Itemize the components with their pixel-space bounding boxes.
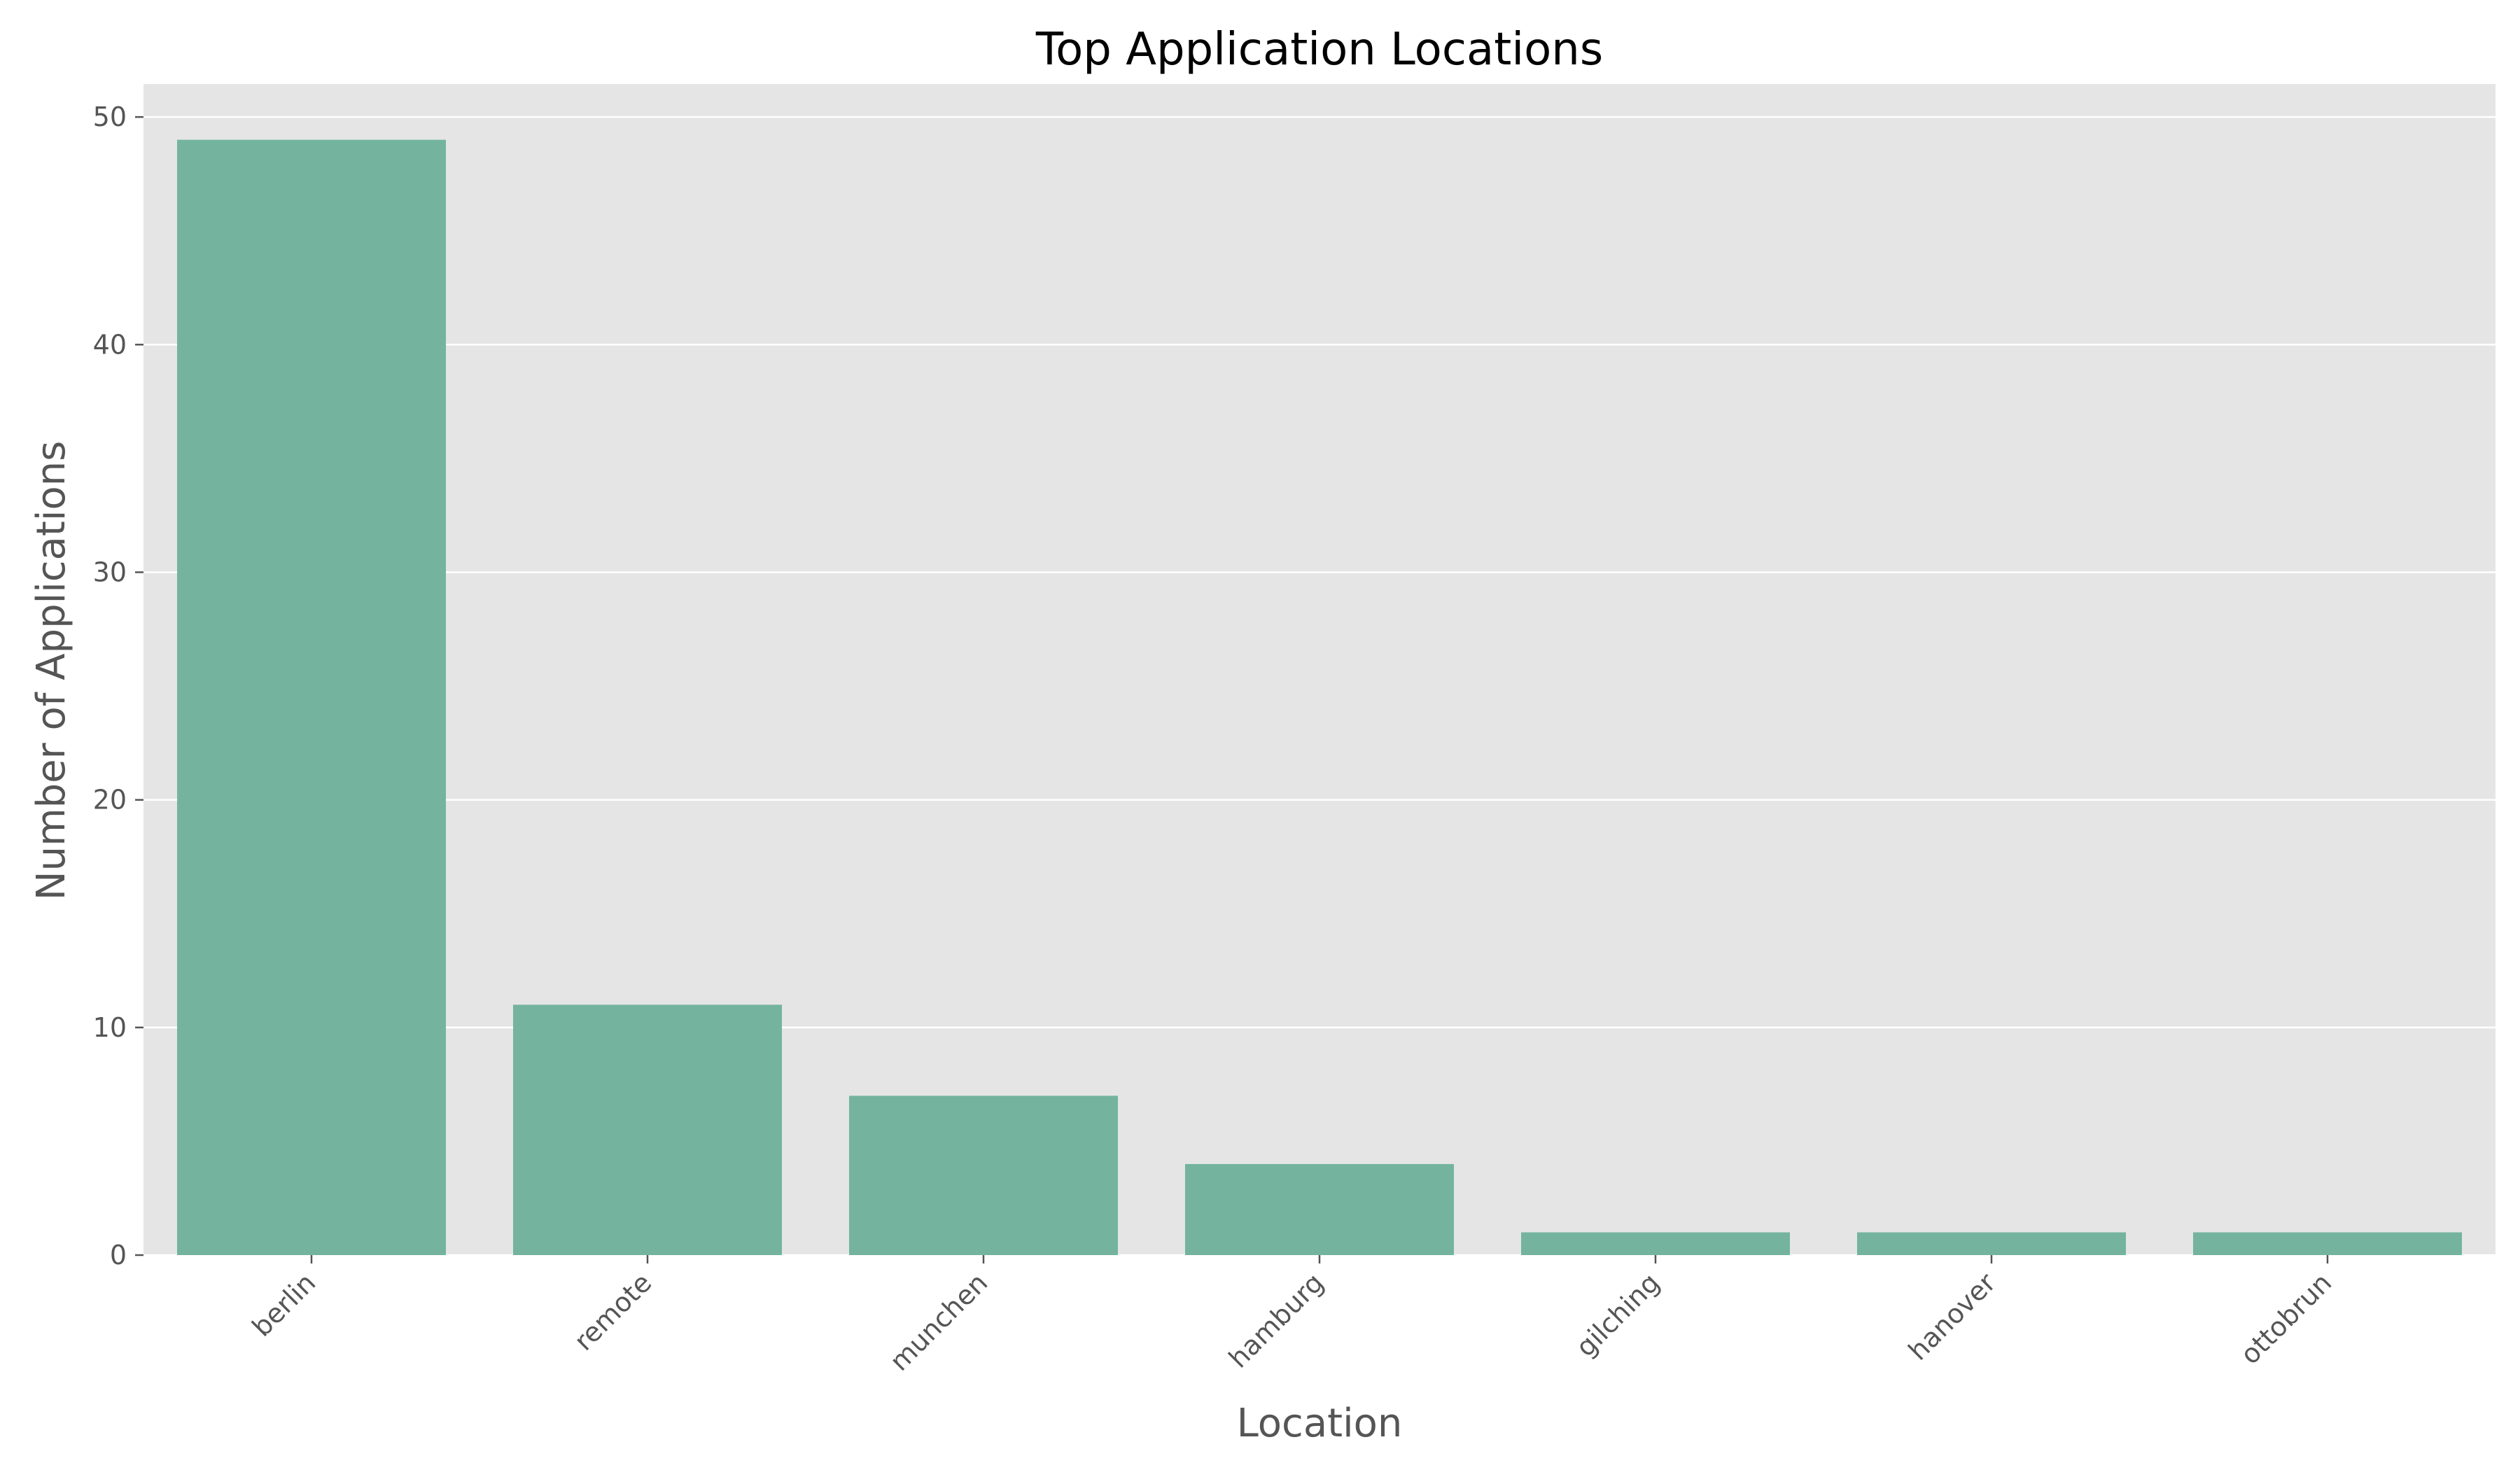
y-axis-label: Number of Applications [29, 441, 74, 901]
y-tick-label: 0 [110, 1240, 127, 1270]
plot-background [144, 84, 2496, 1255]
bar-berlin [177, 139, 446, 1256]
x-tick-label-hamburg: hamburg [1223, 1267, 1330, 1374]
x-tick-label-munchen: munchen [884, 1267, 994, 1377]
y-tick-label: 10 [93, 1012, 127, 1043]
x-tick-label-gilching: gilching [1570, 1267, 1665, 1362]
x-tick-label-hanover: hanover [1903, 1267, 2002, 1366]
x-tick-label-remote: remote [568, 1267, 658, 1357]
bar-remote [513, 1004, 782, 1255]
x-axis-label: Location [1237, 1401, 1403, 1446]
bar-ottobrun [2193, 1232, 2462, 1255]
bars [177, 139, 2462, 1256]
y-tick-label: 40 [93, 329, 127, 360]
chart-title: Top Application Locations [1035, 24, 1603, 76]
x-axis: berlin remote munchen hamburg gilching hanove… [246, 1255, 2337, 1377]
bar-hamburg [1185, 1163, 1454, 1255]
y-tick-label: 20 [93, 785, 127, 816]
y-axis: 0 10 20 30 40 50 [93, 102, 144, 1270]
x-tick-label-ottobrun: ottobrun [2234, 1267, 2337, 1370]
y-tick-label: 50 [93, 102, 127, 132]
bar-gilching [1521, 1232, 1790, 1255]
y-tick-label: 30 [93, 556, 127, 587]
bar-hanover [1857, 1232, 2126, 1255]
x-tick-label-berlin: berlin [246, 1267, 322, 1343]
bar-munchen [849, 1096, 1118, 1255]
